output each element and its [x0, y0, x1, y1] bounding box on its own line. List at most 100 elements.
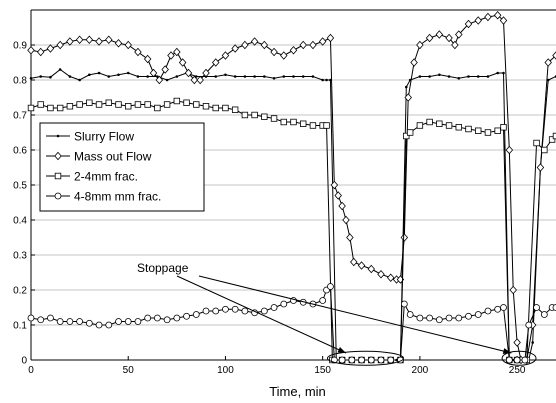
data-point: [484, 129, 492, 136]
data-point: [367, 356, 375, 364]
stoppage-arrow-2-head: [502, 348, 512, 354]
data-point: [338, 356, 346, 364]
data-point: [202, 103, 210, 110]
data-point: [241, 307, 249, 315]
data-point: [173, 314, 181, 322]
data-point: [183, 312, 190, 320]
data-point: [311, 75, 315, 78]
stoppage-ellipse-1: [326, 350, 404, 366]
data-point: [184, 68, 193, 78]
data-point: [233, 75, 237, 78]
data-point: [348, 356, 356, 364]
legend-label: Slurry Flow: [74, 130, 134, 144]
data-point: [243, 75, 247, 78]
data-point: [387, 356, 395, 364]
data-point: [47, 104, 54, 112]
data-point: [76, 318, 84, 325]
data-point: [270, 47, 278, 57]
data-point: [334, 191, 342, 200]
data-point: [97, 71, 101, 75]
data-point: [455, 314, 463, 322]
data-point: [474, 16, 482, 25]
data-point: [321, 78, 324, 82]
data-point: [37, 101, 44, 108]
data-point: [410, 58, 418, 67]
legend-swatch-marker: [54, 151, 62, 161]
data-point: [175, 75, 179, 78]
data-point: [457, 76, 461, 80]
data-point: [465, 312, 472, 320]
series-4-8mm-mm-frac: [27, 283, 556, 364]
legend-swatch-marker: [56, 134, 60, 138]
data-point: [435, 30, 444, 39]
data-point: [163, 101, 171, 108]
data-point: [280, 51, 288, 60]
data-point: [289, 46, 298, 55]
data-point: [416, 314, 424, 322]
y-tick-label: 0.1: [13, 321, 27, 332]
data-point: [290, 118, 297, 126]
data-point: [143, 54, 152, 64]
data-point: [465, 125, 472, 133]
data-point: [144, 101, 151, 108]
data-point: [167, 51, 175, 60]
data-point: [270, 304, 278, 311]
x-tick-label: 100: [217, 365, 234, 376]
data-point: [464, 19, 473, 29]
data-point: [124, 40, 132, 50]
data-point: [36, 47, 45, 57]
data-point: [406, 129, 414, 136]
data-point: [309, 122, 317, 129]
stoppage-arrow-1-head: [337, 346, 346, 353]
data-point: [476, 75, 480, 78]
data-point: [231, 305, 239, 313]
data-point: [85, 35, 94, 44]
data-point: [58, 68, 62, 71]
y-tick-label: 0.3: [13, 251, 27, 262]
data-point: [280, 118, 287, 126]
data-point: [66, 318, 74, 325]
data-point: [546, 78, 550, 82]
data-point: [37, 316, 45, 324]
data-point: [400, 300, 408, 308]
data-point: [56, 318, 64, 325]
axes: 0 0.1 0.2 0.3 0.4 0.5 0.6 0.7 0.8 0.9 0 50 100 150 200…: [13, 9, 556, 376]
data-point: [27, 46, 35, 55]
data-point: [536, 163, 545, 172]
data-point: [484, 307, 492, 315]
data-point: [75, 35, 84, 44]
data-point: [330, 180, 339, 190]
data-point: [467, 75, 470, 78]
x-tick-label: 0: [28, 365, 34, 376]
y-tick-label: 0.6: [13, 146, 27, 157]
data-point: [318, 37, 327, 46]
data-point: [192, 311, 200, 318]
data-point: [367, 264, 376, 274]
data-point: [486, 75, 490, 78]
data-point: [155, 75, 164, 85]
data-point: [202, 307, 210, 315]
y-tick-label: 0.7: [13, 111, 27, 122]
data-point: [144, 314, 152, 322]
stoppage-arrow-1: [176, 275, 347, 354]
data-point: [196, 75, 204, 85]
data-point: [193, 101, 200, 108]
data-point: [114, 39, 123, 48]
data-point: [505, 145, 514, 155]
data-point: [325, 78, 328, 82]
data-point: [533, 304, 540, 311]
data-point: [165, 78, 169, 82]
legend: Slurry Flow Mass out Flow 2-4mm frac. 4-8mm…: [39, 122, 205, 212]
data-point: [212, 104, 219, 112]
data-point: [445, 314, 453, 322]
data-point: [66, 37, 74, 46]
legend-swatch-marker: [54, 172, 62, 180]
y-tick-label: 0.5: [13, 181, 27, 192]
data-point: [95, 37, 103, 46]
data-point: [251, 111, 258, 119]
legend-item-4-8mm-mm-frac: 4-8mm mm frac.: [46, 190, 161, 204]
data-point: [445, 33, 453, 43]
data-point: [544, 58, 552, 67]
stoppage-arrow-2: [198, 275, 512, 354]
